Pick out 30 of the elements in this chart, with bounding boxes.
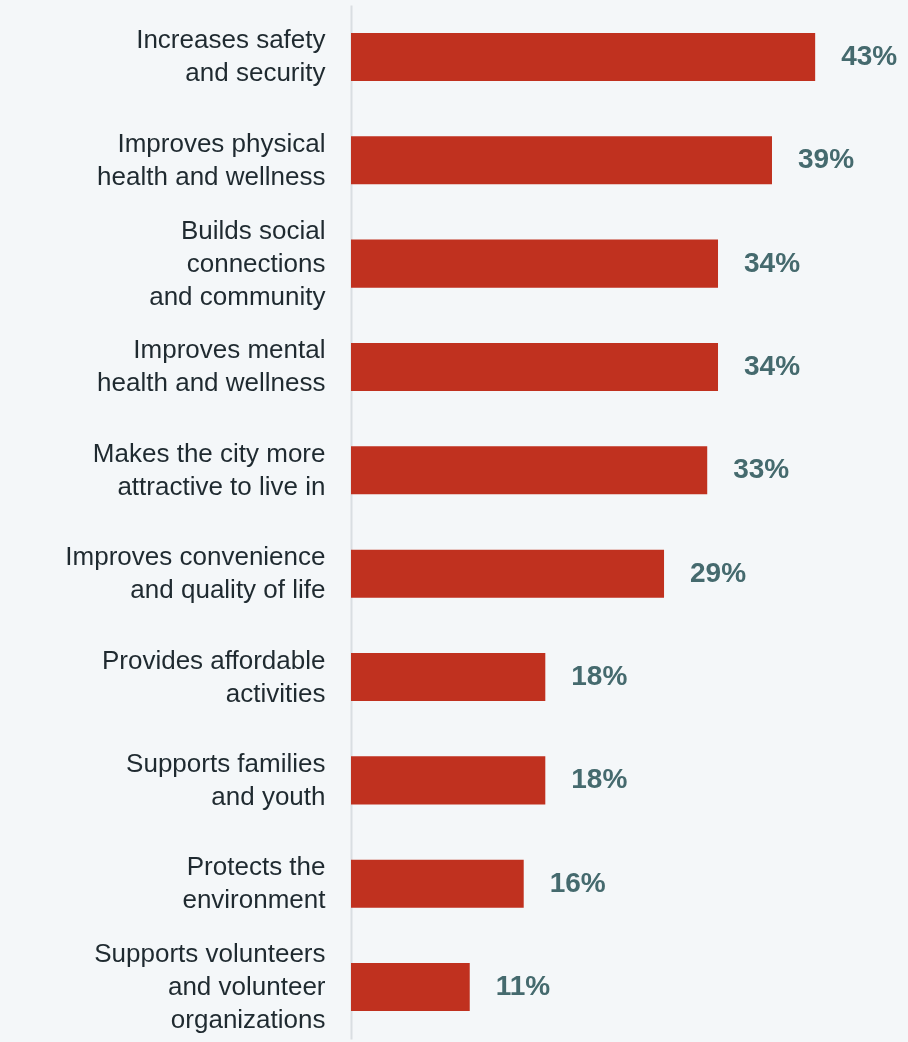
data-label: 11% xyxy=(495,970,551,1002)
y-tick-label: Makes the city more attractive to live in xyxy=(92,437,326,501)
data-label: 34% xyxy=(744,349,801,381)
y-tick-label: Supports volunteers and volunteer organizations xyxy=(94,938,326,1035)
bar xyxy=(351,549,665,598)
data-label: 29% xyxy=(690,556,747,588)
bar xyxy=(351,756,546,805)
y-tick-label: Builds social connections and community xyxy=(149,214,326,311)
data-label: 33% xyxy=(733,453,790,485)
bar xyxy=(351,859,524,908)
bar xyxy=(351,963,470,1012)
bar xyxy=(351,342,719,392)
data-label: 18% xyxy=(571,763,628,795)
y-tick-label: Improves mental health and wellness xyxy=(97,334,326,398)
data-label: 16% xyxy=(549,866,606,898)
data-label: 39% xyxy=(797,143,855,175)
bar xyxy=(351,32,816,81)
y-tick-label: Supports families and youth xyxy=(126,747,326,811)
bar xyxy=(351,446,708,495)
bar xyxy=(351,136,772,185)
data-label: 43% xyxy=(841,39,898,71)
y-tick-label: Increases safety and security xyxy=(136,24,326,88)
y-tick-label: Provides affordable activities xyxy=(101,644,326,708)
data-label: 34% xyxy=(744,246,801,278)
y-tick-label: Improves convenience and quality of life xyxy=(65,541,326,605)
y-tick-label: Improves physical health and wellness xyxy=(97,127,326,191)
bar xyxy=(351,652,546,702)
bar xyxy=(351,239,719,288)
data-label: 18% xyxy=(571,660,628,692)
y-tick-label: Protects the environment xyxy=(182,851,327,915)
